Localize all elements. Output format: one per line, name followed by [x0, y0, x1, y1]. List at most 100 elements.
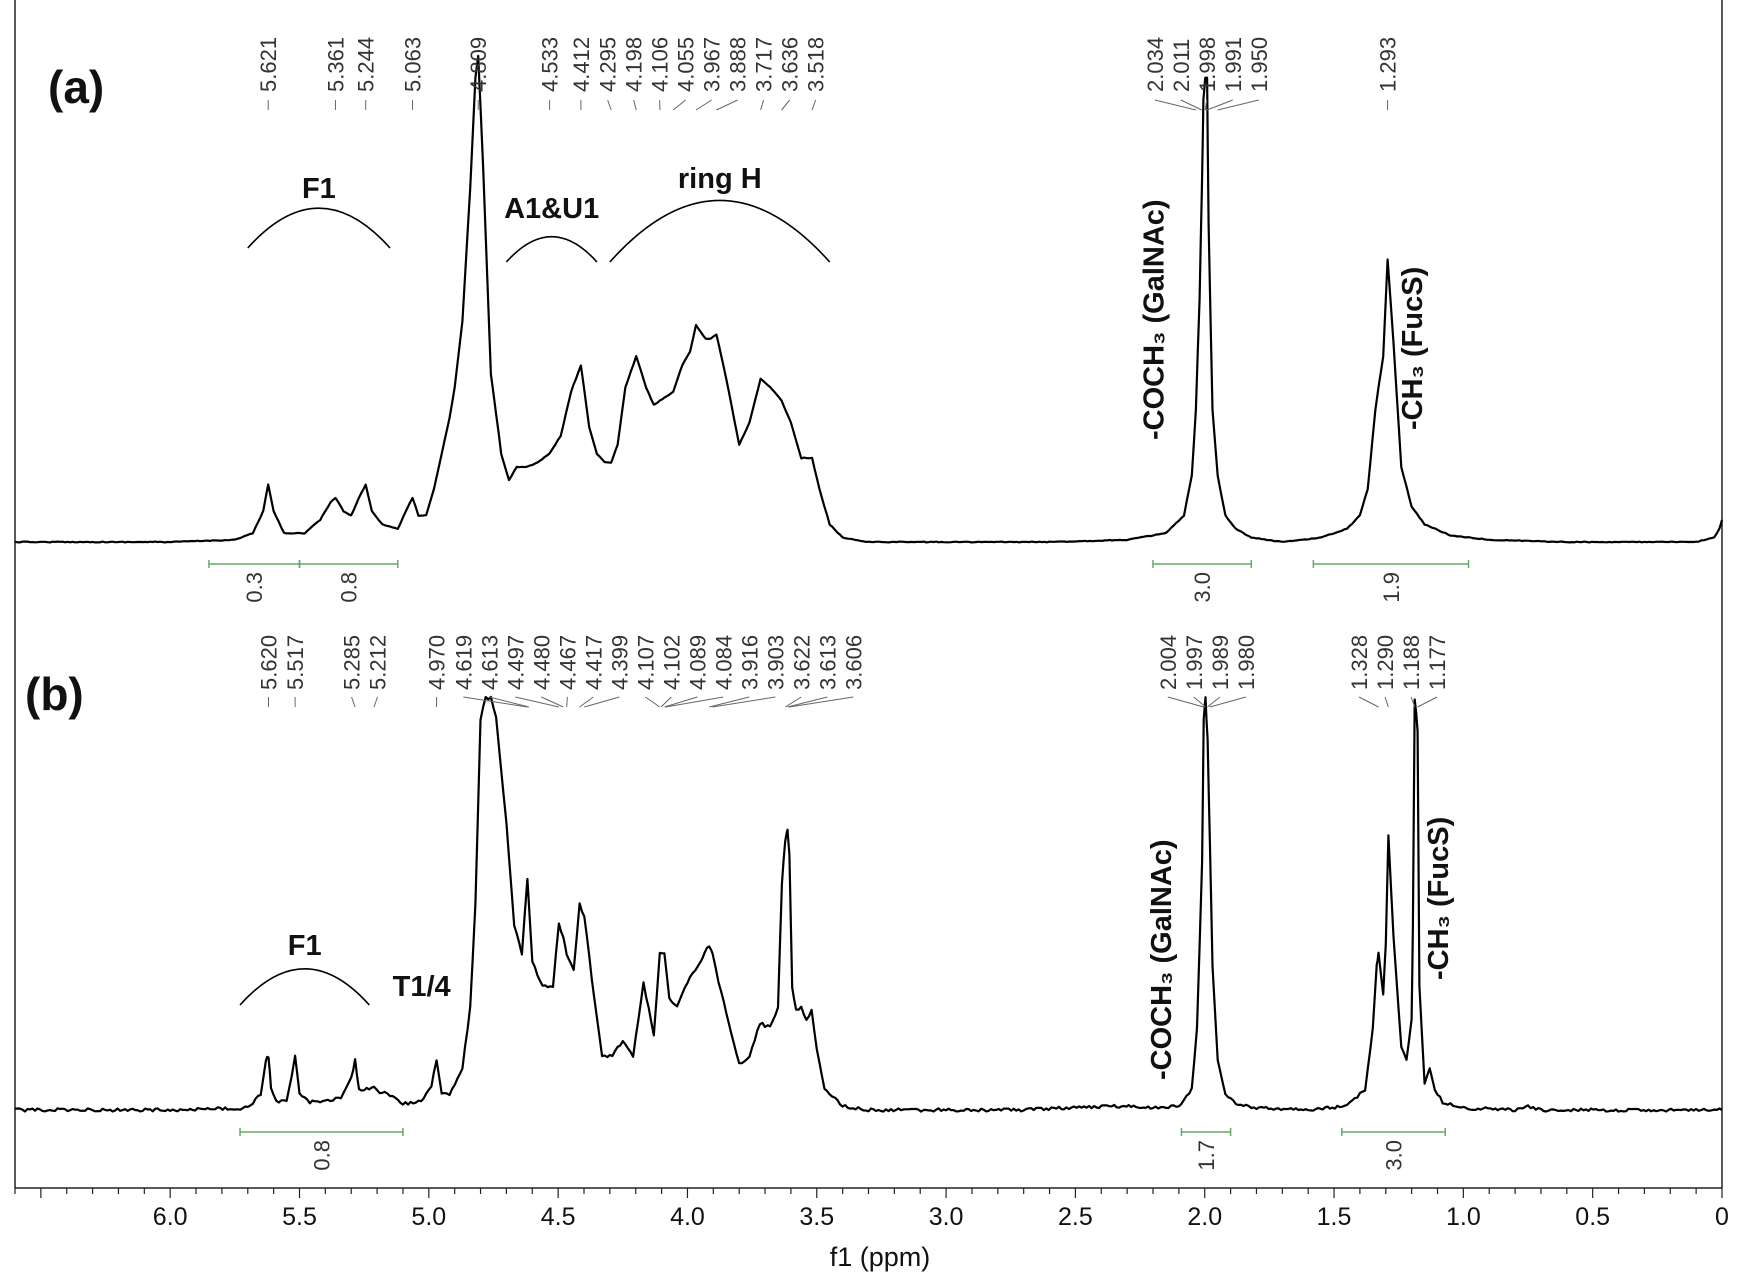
x-tick-label: 1.5 — [1317, 1203, 1352, 1231]
x-tick-label: 1.0 — [1446, 1203, 1481, 1231]
panel-b-peak-label-leader — [709, 696, 750, 708]
panel-b-peak-label: 1.328 — [1347, 635, 1372, 690]
panel-b-peak-label: 5.285 — [340, 635, 365, 690]
panel-a-label: (a) — [48, 61, 104, 113]
panel-b-peak-label: 4.467 — [555, 635, 580, 690]
panel-b-peak-label-leader — [1417, 696, 1438, 708]
x-tick-label: 6.0 — [153, 1203, 188, 1231]
x-axis-title: f1 (ppm) — [830, 1242, 931, 1272]
panel-a-peak-label: 4.106 — [648, 37, 673, 92]
panel-a-annotation-label: ring H — [678, 163, 762, 195]
panel-b-peak-label: 4.399 — [607, 635, 632, 690]
panel-a-peak-label-leader — [1206, 99, 1233, 111]
panel-b-peak-label-leader — [584, 696, 620, 708]
x-tick-label: 5.5 — [282, 1203, 317, 1231]
panel-b-peak-label: 4.089 — [685, 635, 710, 690]
panel-b-peak-label-leader — [784, 696, 802, 708]
panel-b-peak-label-leader — [1358, 696, 1379, 708]
panel-a-annotation-label: F1 — [302, 173, 336, 205]
panel-a-peak-label-leader — [760, 99, 765, 111]
panel-a-peak-label: 2.034 — [1143, 37, 1168, 92]
panel-a-peak-label: 4.809 — [466, 37, 491, 92]
panel-a-peak-label: 4.412 — [569, 37, 594, 92]
x-tick-label: 2.0 — [1187, 1203, 1222, 1231]
panel-a-peak-label: 3.636 — [778, 37, 803, 92]
panel-a-peak-label-leader — [781, 99, 791, 111]
spectra-layer — [14, 54, 1724, 1113]
panel-a-integral-value: 3.0 — [1190, 572, 1215, 603]
panel-b-vertical-annotation: -COCH₃ (GalNAc) — [1146, 839, 1178, 1080]
panel-b-annotation-arc — [239, 967, 370, 1006]
x-tick-label: 0 — [1715, 1203, 1729, 1231]
panel-b-peak-label: 1.980 — [1234, 635, 1259, 690]
panel-b-peak-label: 3.613 — [815, 635, 840, 690]
panel-b-peak-label: 4.497 — [503, 635, 528, 690]
x-tick-label: 3.0 — [929, 1203, 964, 1231]
panel-b-integral-value: 3.0 — [1382, 1140, 1407, 1171]
panel-b-peak-label-leader — [566, 696, 568, 708]
panel-b-peak-label-leader — [579, 696, 594, 708]
x-tick-label: 0.5 — [1575, 1203, 1610, 1231]
panel-b-integral-value: 1.7 — [1194, 1140, 1219, 1171]
panel-b-peak-label: 3.916 — [737, 635, 762, 690]
panel-a-vertical-annotation: -CH₃ (FucS) — [1397, 267, 1429, 430]
panel-b-peak-label: 5.620 — [256, 635, 281, 690]
panel-b-peak-label-leader — [712, 696, 776, 708]
integrals-layer: 0.3 0.8 3.0 1.9 0.8 1.7 3.0 — [208, 560, 1470, 1171]
panel-b-peak-label-leader — [541, 696, 564, 708]
panel-a-peak-label: 1.293 — [1376, 37, 1401, 92]
panel-b-peak-label: 4.619 — [451, 635, 476, 690]
panel-b-vertical-annotation: -CH₃ (FucS) — [1423, 817, 1455, 980]
panel-b-peak-label-leader — [373, 696, 379, 708]
x-axis: f1 (ppm) 6.0 5.5 5.0 4.5 4.0 3.5 3.0 2.5 2.0 1.5 1… — [14, 1187, 1729, 1272]
x-tick-label: 5.0 — [411, 1203, 446, 1231]
panel-a-peak-label-leader — [695, 99, 712, 111]
panel-a-spectrum-line — [14, 54, 1724, 544]
panel-b-peak-label: 4.613 — [477, 635, 502, 690]
panel-a-annotation-arc — [609, 199, 831, 263]
panel-b-peak-label-leader — [515, 696, 560, 708]
panel-a-peak-label: 5.361 — [323, 37, 348, 92]
panel-b-peak-label: 3.903 — [763, 635, 788, 690]
panel-a-peak-label-leader — [672, 99, 686, 111]
panel-a-peak-label: 1.950 — [1247, 37, 1272, 92]
panel-a-peak-label: 1.998 — [1195, 37, 1220, 92]
panel-a-peak-label: 5.244 — [354, 37, 379, 92]
panel-b-annotation-label: T1/4 — [393, 971, 451, 1003]
x-tick-label: 3.5 — [799, 1203, 834, 1231]
panel-b-peak-label-leader — [665, 696, 724, 708]
x-tick-label: 2.5 — [1058, 1203, 1093, 1231]
panel-b-peak-label: 2.004 — [1156, 635, 1181, 690]
panel-b-peak-label-leader — [489, 696, 530, 708]
panel-b-peak-label-leader — [463, 696, 528, 708]
panel-a-annotation-arc — [247, 207, 391, 249]
panel-a-peak-label: 4.295 — [596, 37, 621, 92]
panel-a-peak-label-leader — [1217, 99, 1259, 111]
x-tick-label: 4.5 — [541, 1203, 576, 1231]
panel-b-peak-label: 4.102 — [659, 635, 684, 690]
panel-b-peak-label: 5.517 — [283, 635, 308, 690]
panel-b-peak-label: 4.417 — [581, 635, 606, 690]
panel-a-peak-label: 2.011 — [1169, 39, 1194, 92]
panel-a-peak-label-leader — [1154, 99, 1197, 111]
panel-b-peak-label-leader — [1209, 696, 1246, 708]
panel-a-peak-label-leader — [811, 99, 817, 111]
panel-b-peak-label: 4.107 — [633, 635, 658, 690]
panel-b-peak-label-leader — [787, 696, 828, 708]
panel-b-peak-label-leader — [1384, 696, 1389, 708]
panel-b-peak-label-leader — [660, 696, 672, 708]
panel-a-annotation-arc — [505, 236, 598, 263]
panel-b-spectrum-line — [14, 695, 1723, 1113]
x-tick-label: 4.0 — [670, 1203, 705, 1231]
peak-labels-layer: 5.621 5.361 5.244 5.063 4.809 4.533 4.412 4.295… — [256, 37, 1450, 708]
panel-b-peak-label: 5.212 — [366, 635, 391, 690]
plot-frame — [14, 0, 1723, 1188]
panel-a-peak-label-leader — [1180, 99, 1203, 111]
panel-a-peak-label-leader — [607, 99, 612, 111]
panel-b-peak-label: 1.290 — [1373, 635, 1398, 690]
panel-a-vertical-annotation: -COCH₃ (GalNAc) — [1138, 199, 1170, 440]
annotations-layer: (a) F1 A1&U1 ring H -COCH₃ (GalNAc) -CH₃ (Fuc… — [25, 61, 1455, 1080]
panel-b-peak-label-leader — [1167, 696, 1204, 708]
panel-a-peak-label: 3.518 — [804, 37, 829, 92]
